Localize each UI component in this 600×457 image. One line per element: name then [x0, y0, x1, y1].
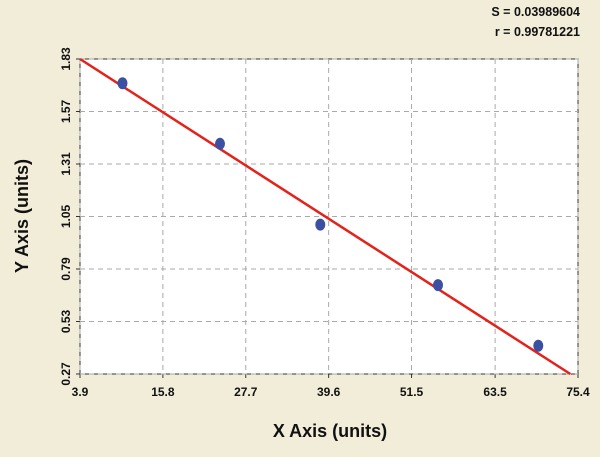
data-point: [433, 279, 444, 292]
x-tick-label: 75.4: [566, 385, 590, 399]
x-tick-label: 15.8: [151, 385, 175, 399]
y-tick-label: 0.79: [59, 257, 73, 281]
y-tick-label: 0.27: [59, 362, 73, 386]
y-tick-label: 1.57: [59, 99, 73, 123]
data-point: [315, 218, 326, 231]
data-point: [533, 339, 544, 352]
data-point: [214, 137, 225, 150]
y-tick-label: 1.05: [59, 204, 73, 228]
stat-s: S = 0.03989604: [491, 5, 580, 19]
y-tick-label: 0.53: [59, 309, 73, 333]
x-tick-label: 63.5: [483, 385, 507, 399]
y-axis-title: Y Axis (units): [12, 159, 32, 273]
x-axis-title: X Axis (units): [273, 421, 387, 441]
x-tick-label: 27.7: [234, 385, 258, 399]
y-tick-label: 1.31: [59, 152, 73, 176]
fit-line: [79, 57, 572, 376]
x-tick-label: 51.5: [400, 385, 424, 399]
data-point: [117, 77, 128, 90]
x-tick-label: 39.6: [317, 385, 341, 399]
x-tick-label: 3.9: [72, 385, 89, 399]
stat-r: r = 0.99781221: [495, 25, 580, 39]
y-tick-label: 1.83: [59, 47, 73, 71]
